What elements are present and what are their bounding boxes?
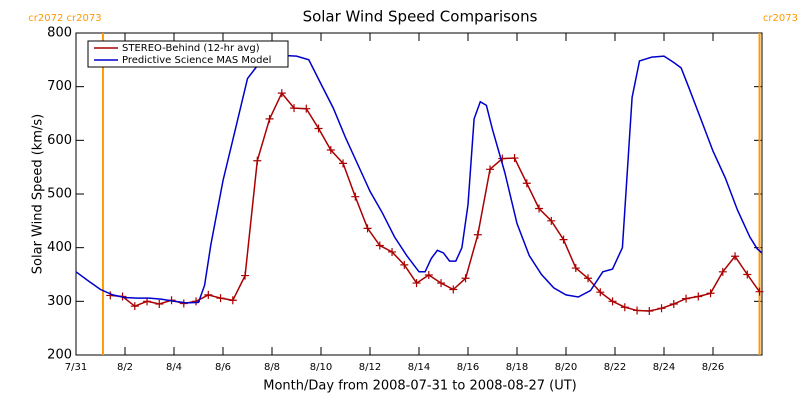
point-marker (461, 274, 470, 283)
x-tick-label: 8/26 (702, 362, 724, 373)
y-tick-label: 500 (47, 187, 72, 202)
point-marker (682, 294, 691, 303)
point-marker (706, 289, 715, 298)
point-marker (351, 192, 360, 201)
series-line (110, 91, 761, 312)
point-marker (241, 271, 250, 280)
point-marker (314, 124, 323, 133)
point-marker (743, 270, 752, 279)
point-marker (596, 288, 605, 297)
point-marker (290, 104, 299, 113)
point-marker (424, 271, 433, 280)
x-tick-label: 8/4 (166, 362, 182, 373)
x-tick-label: 8/24 (653, 362, 675, 373)
point-marker (449, 285, 458, 294)
point-marker (645, 306, 654, 315)
chart-title: Solar Wind Speed Comparisons (303, 8, 538, 26)
point-marker (130, 302, 139, 311)
y-axis-label: Solar Wind Speed (km/s) (31, 114, 46, 274)
x-tick-label: 8/6 (215, 362, 231, 373)
point-marker (388, 247, 397, 256)
point-marker (339, 159, 348, 168)
point-marker (375, 241, 384, 250)
point-marker (216, 294, 225, 303)
point-marker (755, 287, 764, 296)
y-tick-label: 800 (47, 26, 72, 41)
point-marker (486, 165, 495, 174)
point-marker (277, 89, 286, 98)
point-marker (584, 274, 593, 283)
point-marker (633, 306, 642, 315)
point-marker (694, 292, 703, 301)
point-marker (326, 145, 335, 154)
carrington-label: cr2072 cr2073 (28, 13, 101, 24)
x-tick-label: 7/31 (65, 362, 87, 373)
point-marker (657, 304, 666, 313)
y-tick-label: 600 (47, 133, 72, 148)
legend-box (87, 40, 289, 68)
point-marker (253, 156, 262, 165)
point-marker (437, 279, 446, 288)
point-marker (510, 154, 519, 163)
point-marker (571, 264, 580, 273)
point-marker (400, 260, 409, 269)
x-tick-label: 8/12 (359, 362, 381, 373)
y-tick-label: 200 (47, 348, 72, 363)
point-marker (608, 297, 617, 306)
x-tick-label: 8/20 (555, 362, 577, 373)
x-tick-label: 8/10 (310, 362, 332, 373)
y-tick-label: 400 (47, 240, 72, 255)
point-marker (363, 224, 372, 233)
point-marker (228, 296, 237, 305)
point-marker (302, 104, 311, 113)
plot-frame (75, 32, 763, 356)
x-tick-label: 8/8 (264, 362, 280, 373)
point-marker (718, 267, 727, 276)
carrington-label: cr2073 cr2074 (763, 13, 800, 24)
point-marker (204, 290, 213, 299)
x-tick-label: 8/16 (457, 362, 479, 373)
y-tick-label: 300 (47, 294, 72, 309)
x-tick-label: 8/2 (117, 362, 133, 373)
point-marker (731, 252, 740, 261)
point-marker (620, 303, 629, 312)
x-tick-label: 8/18 (506, 362, 528, 373)
point-marker (535, 204, 544, 213)
point-marker (473, 230, 482, 239)
legend-label: STEREO-Behind (12-hr avg) (122, 43, 260, 54)
x-tick-label: 8/22 (604, 362, 626, 373)
point-marker (547, 216, 556, 225)
x-tick-label: 8/14 (408, 362, 430, 373)
point-marker (522, 179, 531, 188)
y-tick-label: 700 (47, 79, 72, 94)
point-marker (669, 300, 678, 309)
x-axis-label: Month/Day from 2008-07-31 to 2008-08-27 … (263, 379, 576, 394)
point-marker (412, 279, 421, 288)
point-marker (265, 114, 274, 123)
point-marker (559, 235, 568, 244)
series-line (75, 54, 763, 304)
point-marker (155, 300, 164, 309)
legend-label: Predictive Science MAS Model (122, 55, 271, 66)
